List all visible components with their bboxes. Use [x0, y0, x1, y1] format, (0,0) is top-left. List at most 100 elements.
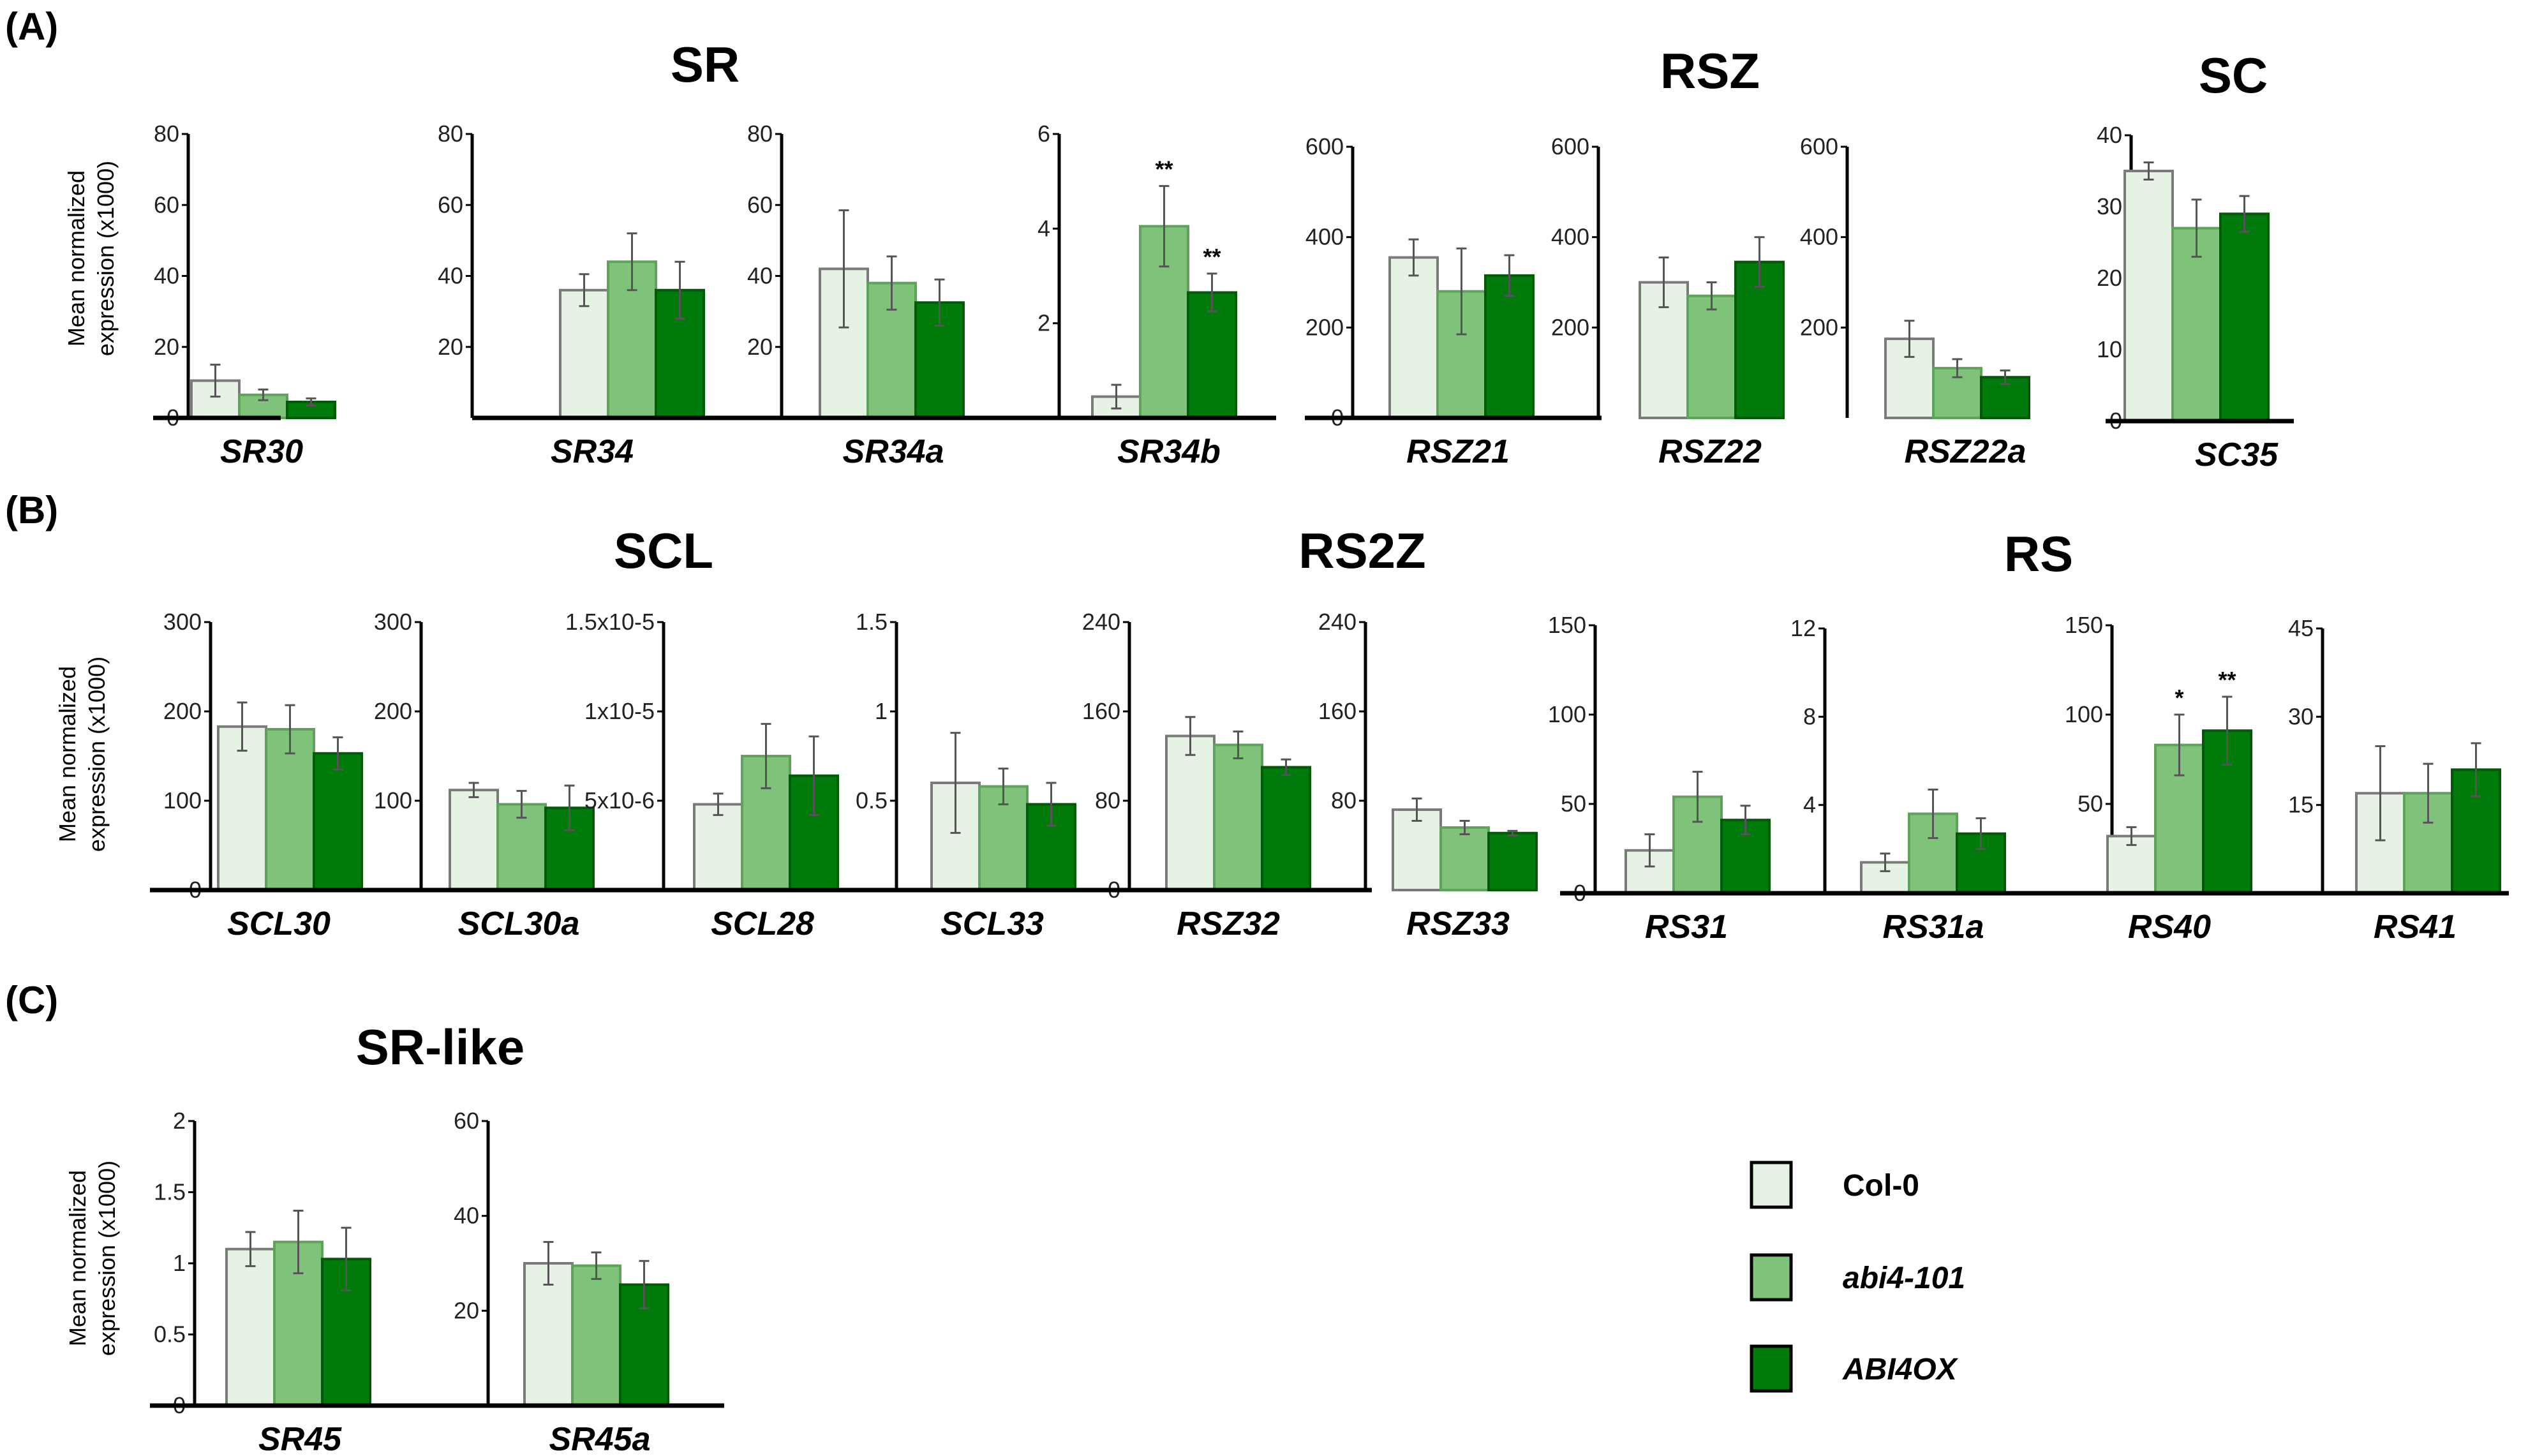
y-tick-label-scl30a: 100 — [374, 787, 412, 813]
y-tick-label-rs40: 150 — [2065, 612, 2103, 638]
y-tick-label-scl33: 1.5 — [856, 609, 888, 635]
category-label-sr34a: SR34a — [843, 433, 944, 470]
category-label-scl30a: SCL30a — [458, 905, 580, 942]
y-tick-label-sr34a: 40 — [747, 263, 773, 289]
bar-rsz32-abi4-101 — [1213, 743, 1263, 891]
y-tick-label-scl33: 1 — [875, 698, 888, 724]
significance-marker-rs40: ** — [2218, 667, 2236, 693]
legend-label-abi4ox: ABI4OX — [1842, 1353, 1959, 1386]
category-label-sr34b: SR34b — [1117, 433, 1221, 470]
subplot-sr34a: 20 40 60 80 SR34a — [747, 121, 965, 470]
bar-rsz21-abi4ox — [1484, 274, 1535, 419]
category-label-rsz21: RSZ21 — [1406, 433, 1510, 470]
y-tick-label-sr45a: 40 — [454, 1203, 479, 1229]
y-tick-label-rsz21: 600 — [1305, 133, 1344, 160]
category-label-rsz32: RSZ32 — [1177, 905, 1280, 942]
y-axis-label-b-line1: Mean normalized — [54, 666, 80, 842]
category-label-scl33: SCL33 — [941, 905, 1044, 942]
bar-sr45a-abi4-101 — [571, 1264, 621, 1408]
subplot-scl28: 5x10-6 1x10-5 1.5x10-5 SCL28 — [565, 609, 839, 942]
y-tick-label-sr34: 80 — [438, 121, 463, 147]
y-tick-label-scl30: 100 — [163, 787, 202, 813]
y-tick-label-rsz21: 200 — [1305, 314, 1344, 340]
y-tick-label-rsz32: 160 — [1082, 698, 1120, 724]
y-tick-label-sr34a: 80 — [747, 121, 773, 147]
subplot-sr34b: 2 4 6 ** ** SR34b — [1037, 121, 1237, 470]
bar-sc35-abi4ox — [2219, 212, 2270, 422]
category-label-sr30: SR30 — [220, 433, 303, 470]
panel-letter-b: (B) — [5, 489, 58, 531]
y-axis-label-a-line2: expression (x1000) — [93, 161, 119, 356]
category-label-rsz22a: RSZ22a — [1905, 433, 2026, 470]
bar-rsz32-col-0 — [1165, 734, 1216, 891]
y-tick-label-scl30a: 300 — [374, 609, 412, 635]
bar-rsz22-abi4-101 — [1686, 294, 1737, 419]
category-label-rs31: RS31 — [1645, 909, 1728, 946]
bar-sr34-col-0 — [559, 288, 609, 419]
y-tick-label-rs40: 100 — [2065, 701, 2103, 727]
subplot-rs41: 15 30 45 RS41 — [2288, 615, 2501, 946]
subplot-rsz33: 80 160 240 RSZ33 — [1318, 609, 1538, 942]
y-tick-label-rsz32: 240 — [1082, 609, 1120, 635]
category-label-rsz33: RSZ33 — [1406, 905, 1510, 942]
category-label-sr45: SR45 — [258, 1421, 342, 1456]
y-tick-label-rsz33: 240 — [1318, 609, 1357, 635]
y-tick-label-sr34a: 60 — [747, 191, 773, 218]
y-tick-label-scl30a: 200 — [374, 698, 412, 724]
subplot-rs31a: 4 8 12 RS31a — [1790, 615, 2006, 946]
y-tick-label-rs31a: 4 — [1803, 792, 1816, 818]
legend-label-col-0: Col-0 — [1843, 1169, 1919, 1203]
y-axis-label-a: Mean normalized expression (x1000) — [63, 161, 119, 356]
y-tick-label-sr34: 40 — [438, 263, 463, 289]
y-tick-label-scl28: 5x10-6 — [584, 787, 655, 813]
y-tick-label-sr45a: 60 — [454, 1108, 479, 1134]
bar-sc35-col-0 — [2123, 170, 2174, 422]
legend-label-abi4-101: abi4-101 — [1843, 1261, 1965, 1295]
y-tick-label-rs31: 150 — [1548, 612, 1586, 638]
y-tick-label-sr30: 60 — [154, 191, 179, 218]
category-label-sr45a: SR45a — [549, 1421, 651, 1456]
y-axis-label-c-line1: Mean normalized — [64, 1170, 91, 1346]
y-tick-label-rs31: 100 — [1548, 701, 1586, 727]
y-tick-label-sr34a: 20 — [747, 334, 773, 360]
legend-item-abi4-101: abi4-101 — [1750, 1253, 1965, 1302]
group-title-rs2z: RS2Z — [1298, 523, 1425, 579]
y-tick-label-rs41: 15 — [2288, 792, 2314, 818]
y-tick-label-sc35: 10 — [2097, 336, 2122, 362]
y-tick-label-scl30: 300 — [163, 609, 202, 635]
y-tick-label-sr45: 1.5 — [154, 1179, 186, 1205]
y-tick-label-rsz22: 600 — [1551, 133, 1589, 160]
y-tick-label-rsz22: 400 — [1551, 224, 1589, 250]
legend-item-col-0: Col-0 — [1750, 1161, 1919, 1209]
group-title-rsz: RSZ — [1660, 43, 1760, 99]
group-title-sr-like: SR-like — [356, 1019, 524, 1075]
y-tick-label-scl28: 1.5x10-5 — [565, 609, 655, 635]
y-tick-label-scl30: 200 — [163, 698, 202, 724]
y-tick-label-sr34: 20 — [438, 334, 463, 360]
y-tick-label-rsz22a: 400 — [1800, 224, 1838, 250]
significance-marker-rs40: * — [2175, 685, 2183, 711]
group-title-rs: RS — [2004, 526, 2073, 582]
y-tick-label-sr34b: 2 — [1037, 310, 1050, 336]
y-tick-label-sr34: 60 — [438, 191, 463, 218]
group-title-sc: SC — [2199, 47, 2268, 103]
y-tick-label-sc35: 30 — [2097, 193, 2122, 219]
bar-scl30a-col-0 — [449, 789, 499, 891]
bar-rsz21-col-0 — [1388, 256, 1439, 419]
subplot-rsz22: 200 400 600 RSZ22 — [1551, 133, 1785, 470]
legend: Col-0 abi4-101 ABI4OX — [1750, 1161, 1965, 1393]
y-tick-label-rsz32: 80 — [1095, 787, 1120, 813]
group-title-scl: SCL — [614, 523, 713, 579]
significance-marker-sr34b: ** — [1155, 156, 1173, 182]
y-tick-label-sc35: 40 — [2097, 122, 2122, 148]
bar-scl30-abi4ox — [313, 752, 363, 892]
y-tick-label-scl28: 1x10-5 — [584, 698, 655, 724]
y-tick-label-sr34b: 6 — [1037, 121, 1050, 147]
